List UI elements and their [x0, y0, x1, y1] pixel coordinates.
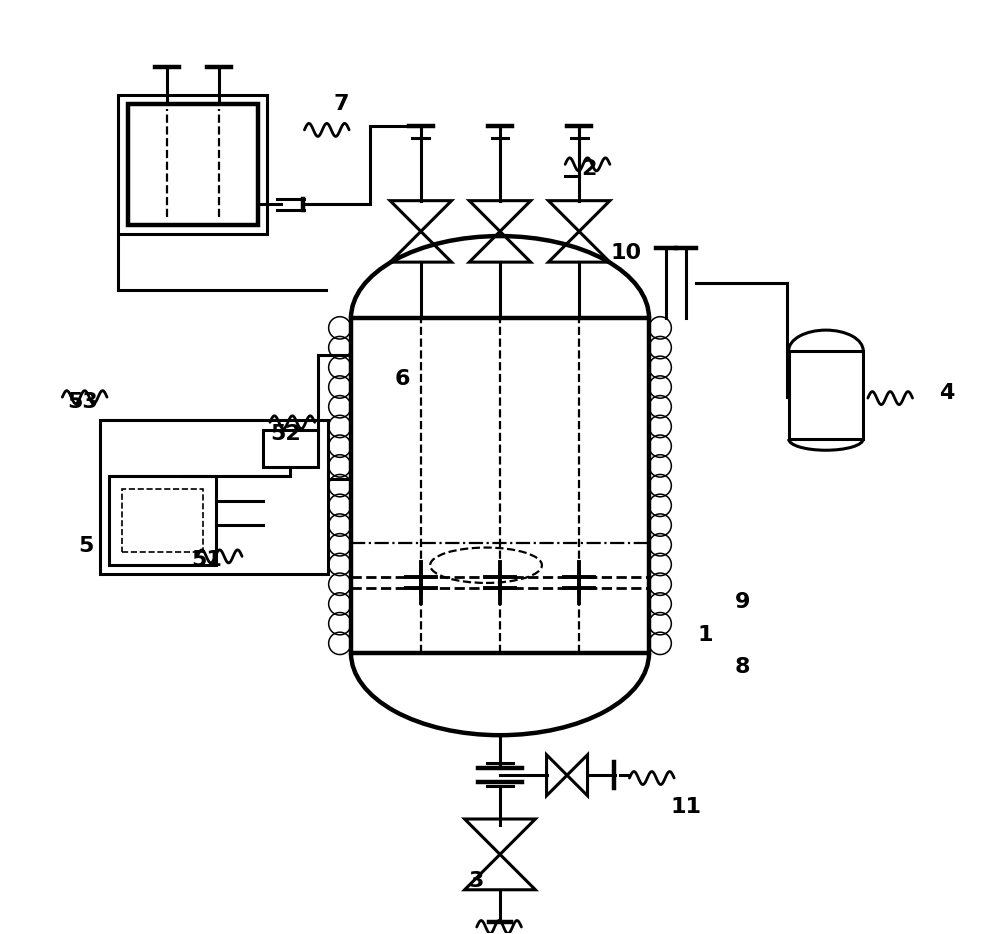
Text: 8: 8 [734, 658, 750, 677]
Text: 1: 1 [697, 625, 713, 644]
Text: 52: 52 [270, 424, 301, 445]
Bar [128, 104, 258, 225]
Bar [351, 318, 649, 653]
Text: 6: 6 [394, 369, 410, 389]
Text: 2: 2 [581, 159, 596, 179]
Bar [109, 476, 216, 565]
Text: 53: 53 [67, 392, 98, 412]
Bar [122, 489, 203, 552]
Text: 4: 4 [939, 383, 955, 403]
Text: 51: 51 [191, 550, 222, 570]
Bar [263, 430, 318, 467]
Bar [100, 420, 328, 574]
Bar [118, 94, 267, 234]
Text: 3: 3 [469, 871, 484, 891]
Text: 11: 11 [671, 797, 702, 817]
Bar [789, 350, 863, 439]
Text: 5: 5 [78, 536, 93, 556]
Text: 10: 10 [610, 243, 641, 262]
Text: 9: 9 [734, 592, 750, 612]
Text: 7: 7 [334, 93, 349, 114]
